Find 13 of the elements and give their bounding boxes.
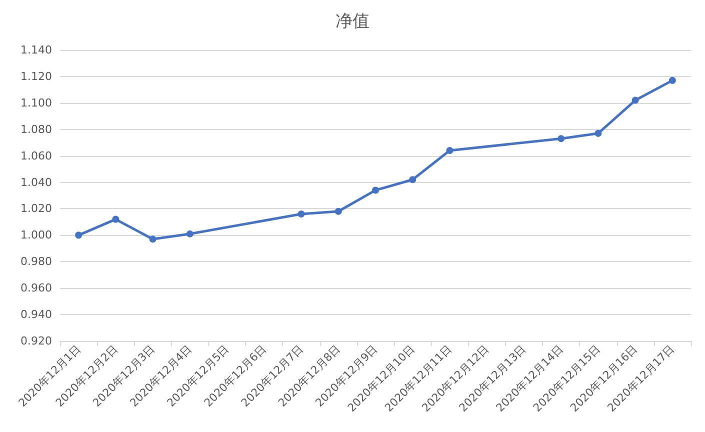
y-tick-label: 0.980 xyxy=(20,255,52,268)
y-tick-label: 1.060 xyxy=(20,149,52,162)
y-tick-label: 0.940 xyxy=(20,308,52,322)
chart-title: 净值 xyxy=(336,12,370,32)
y-tick-label: 1.040 xyxy=(20,176,52,189)
y-tick-label: 1.020 xyxy=(20,202,52,216)
y-tick-label: 1.140 xyxy=(20,44,52,56)
y-tick-label: 0.960 xyxy=(20,282,52,295)
y-tick-label: 1.120 xyxy=(20,70,52,83)
y-tick-label: 1.080 xyxy=(20,122,52,136)
y-tick-label: 1.000 xyxy=(20,228,52,242)
y-tick-label: 0.920 xyxy=(20,334,52,348)
y-tick-label: 1.100 xyxy=(20,96,52,110)
